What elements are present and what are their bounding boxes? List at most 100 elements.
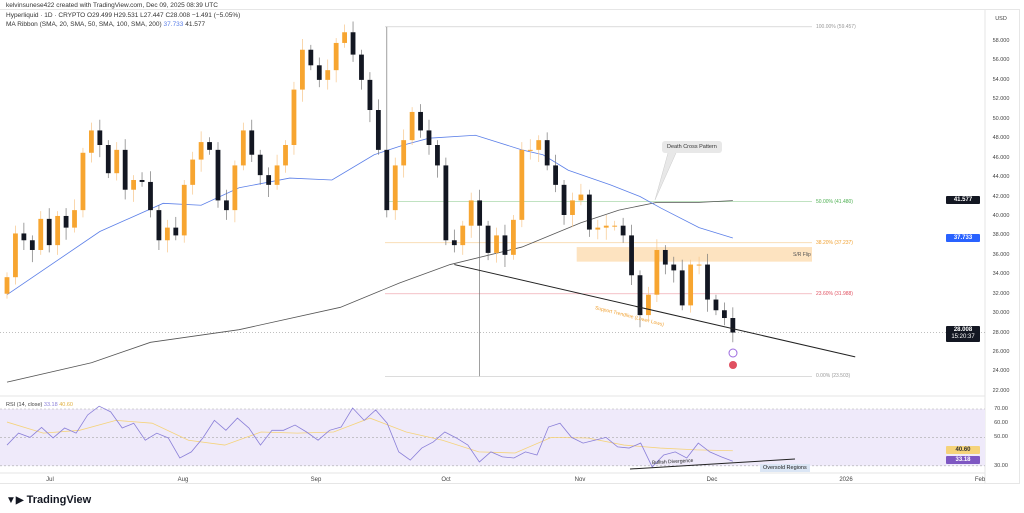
candle-body (561, 184, 567, 215)
symbol-legend[interactable]: Hyperliquid · 1D · CRYPTO O29.499 H29.53… (6, 12, 241, 19)
candle-body (367, 79, 373, 111)
candle-body (401, 140, 407, 166)
candle-body (350, 32, 356, 55)
currency-label: USD (995, 16, 1007, 22)
candle-body (122, 149, 128, 190)
candle-body (359, 54, 364, 80)
price-tick: 42.000 (992, 193, 1010, 200)
candle-body (21, 233, 27, 241)
rsi-ma-badge: 40.60 (946, 446, 980, 454)
candle-body (300, 49, 305, 90)
candle-body (29, 240, 35, 250)
support-trendline (454, 264, 856, 358)
candle-body (536, 140, 542, 150)
candle-body (232, 165, 238, 211)
price-tick: 50.000 (992, 115, 1010, 122)
candle-body (97, 130, 103, 146)
death-cross-pointer (654, 152, 677, 201)
candle-body (224, 200, 229, 211)
candle-body (173, 227, 179, 236)
sma200-line (6, 200, 733, 383)
rsi-legend[interactable]: RSI (14, close) 33.18 40.60 (6, 402, 73, 408)
price-tick: 22.000 (992, 387, 1010, 394)
bullish-divergence-line (629, 458, 796, 470)
rsi-tick-60: 60.00 (994, 420, 1008, 426)
candle-body (705, 264, 710, 300)
candle-body (266, 175, 272, 185)
death-cross-label[interactable]: Death Cross Pattern (662, 141, 722, 153)
candle-body (257, 154, 263, 176)
candle-body (392, 165, 398, 211)
candle-body (443, 165, 449, 241)
candle-body (181, 184, 187, 236)
candle-body (249, 130, 255, 155)
candle-body (603, 225, 609, 228)
candle-body (679, 270, 685, 306)
candle-body (688, 264, 694, 306)
rsi-ma-line (6, 417, 733, 454)
price-tick: 46.000 (992, 154, 1010, 161)
tv-logo-icon: ▼▶ (6, 494, 24, 506)
candle-body (384, 149, 390, 211)
rsi-tick-50: 50.00 (994, 434, 1008, 440)
candle-body (527, 149, 533, 151)
rsi-badge: 33.18 (946, 456, 980, 464)
candle-body (89, 130, 94, 153)
candle-body (418, 111, 423, 131)
candle-body (730, 318, 736, 333)
fib-label: 0.00% (23.503) (816, 373, 851, 380)
candle-body (519, 149, 525, 220)
candle-body (409, 111, 415, 141)
candle-body (468, 200, 474, 226)
price-tick: 30.000 (992, 310, 1010, 317)
candle-body (80, 152, 86, 211)
price-tick: 36.000 (992, 251, 1010, 258)
oversold-regions-label[interactable]: Oversold Regions (760, 464, 810, 472)
candle-body (426, 130, 432, 146)
candle-body (637, 275, 643, 316)
candle-body (46, 218, 52, 246)
candle-body (198, 142, 204, 160)
candle-body (485, 225, 491, 253)
candle-body (72, 210, 77, 228)
price-tick: 28.000 (992, 329, 1010, 336)
rsi-tick-30: 30.00 (994, 463, 1008, 469)
lightning-event-icon (728, 348, 738, 358)
ma-ribbon-legend[interactable]: MA Ribbon (SMA, 20, SMA, 50, SMA, 100, S… (6, 21, 205, 28)
candle-body (38, 218, 44, 250)
time-tick: Oct (441, 477, 451, 483)
candle-body (713, 299, 719, 311)
ma-legend-title: MA Ribbon (SMA, 20, SMA, 50, SMA, 100, S… (6, 21, 162, 28)
tradingview-logo[interactable]: ▼▶ TradingView (6, 494, 91, 506)
candle-body (511, 219, 516, 255)
candle-body (131, 179, 136, 190)
candle-body (578, 194, 584, 201)
price-tick: 32.000 (992, 290, 1010, 297)
rsi-ma-value: 40.60 (59, 402, 73, 408)
candle-body (502, 235, 508, 255)
price-tick: 40.000 (992, 212, 1010, 219)
candle-body (586, 194, 592, 230)
candle-body (646, 294, 651, 316)
rsi-value: 33.18 (43, 402, 58, 408)
rsi-tick-70: 70.00 (994, 406, 1008, 412)
economic-event-flag-icon (729, 361, 737, 369)
candle-body (544, 140, 550, 166)
rsi-line (6, 405, 733, 468)
candle-body (325, 70, 331, 80)
sr-flip-label[interactable]: S/R Flip (793, 252, 811, 258)
fib-label: 23.60% (31.988) (816, 290, 853, 297)
time-tick: 2026 (839, 477, 853, 483)
candle-body (148, 181, 153, 211)
time-tick: Aug (177, 477, 189, 483)
sr-zone (576, 247, 812, 262)
candle-body (308, 49, 314, 66)
attribution: kelvinsunese422 created with TradingView… (6, 2, 218, 9)
candle-body (612, 225, 618, 227)
candle-body (4, 277, 10, 294)
time-tick: Nov (574, 477, 586, 483)
candle-body (460, 225, 466, 246)
time-tick: Feb (974, 477, 986, 483)
candle-body (215, 149, 221, 201)
